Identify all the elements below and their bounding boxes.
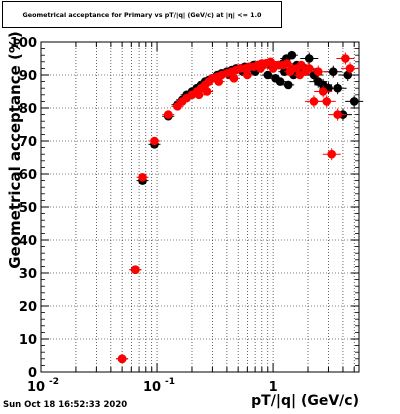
data-point [327, 149, 337, 159]
series-1 [116, 52, 359, 364]
data-point [214, 77, 224, 86]
data-point [328, 67, 338, 76]
y-tick-label: 100 [10, 36, 37, 51]
data-point [333, 110, 342, 119]
data-point [309, 97, 319, 106]
plot-frame [40, 41, 360, 373]
data-point [313, 67, 323, 76]
data-point [229, 74, 239, 83]
y-tick-label: 30 [19, 267, 37, 282]
data-point [296, 60, 306, 70]
x-tick-label: 10 [143, 380, 161, 395]
data-point [263, 70, 273, 80]
y-axis-label: Geometrical acceptance (%) [6, 31, 24, 269]
data-point [304, 64, 314, 73]
data-point [202, 87, 212, 96]
data-point [243, 70, 252, 80]
data-point [117, 354, 127, 364]
data-point [322, 97, 332, 106]
data-point [194, 90, 204, 100]
data-point [333, 83, 342, 93]
chart-title: Geometrical acceptance for Primary vs pT… [22, 10, 262, 19]
data-point [349, 97, 359, 106]
title-box: Geometrical acceptance for Primary vs pT… [2, 1, 282, 28]
data-point [287, 50, 297, 60]
data-point [318, 87, 328, 96]
data-point [163, 110, 173, 119]
y-tick-label: 40 [19, 234, 37, 249]
data-point [150, 136, 159, 146]
y-tick-label: 80 [19, 102, 37, 117]
data-point [295, 70, 305, 80]
x-tick-label: 1 [269, 380, 278, 395]
data-point [285, 67, 295, 76]
data-point [275, 77, 285, 86]
y-tick-label: 90 [19, 69, 37, 84]
x-tick-label: 10 [27, 380, 45, 395]
y-tick-label: 70 [19, 135, 37, 150]
x-tick-label-exponent: -1 [165, 377, 175, 387]
data-point [256, 64, 265, 73]
data-point [131, 265, 140, 275]
y-tick-label: 0 [28, 366, 37, 381]
timestamp-footer: Sun Oct 18 16:52:33 2020 [3, 400, 128, 410]
data-point [345, 64, 355, 73]
y-tick-label: 10 [19, 333, 37, 348]
y-tick-label: 50 [19, 201, 37, 216]
data-point [304, 54, 314, 63]
y-tick-label: 20 [19, 300, 37, 315]
data-point [268, 64, 278, 73]
data-point [341, 54, 350, 63]
data-point [138, 173, 147, 182]
y-tick-label: 60 [19, 168, 37, 183]
data-point [283, 80, 293, 90]
x-tick-label-exponent: -2 [49, 377, 59, 387]
data-series [116, 50, 364, 364]
x-axis-label: pT/|q| (GeV/c) [251, 393, 359, 409]
